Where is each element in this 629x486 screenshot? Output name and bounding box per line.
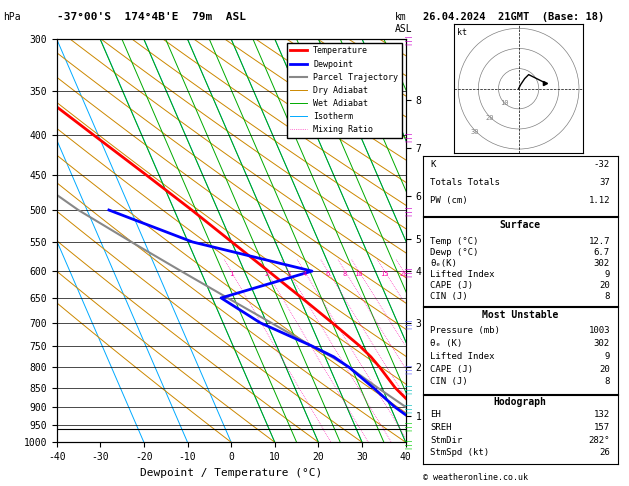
Text: 157: 157 <box>594 423 610 432</box>
Text: Dewp (°C): Dewp (°C) <box>430 248 479 257</box>
Text: |||: ||| <box>404 265 411 278</box>
Text: 4: 4 <box>302 271 306 277</box>
Text: 8: 8 <box>343 271 347 277</box>
Text: Lifted Index: Lifted Index <box>430 352 495 361</box>
Text: 20: 20 <box>486 115 494 121</box>
Text: CIN (J): CIN (J) <box>430 378 468 386</box>
Text: K: K <box>430 160 436 170</box>
Text: 10: 10 <box>355 271 363 277</box>
Text: 15: 15 <box>381 271 389 277</box>
Text: Surface: Surface <box>499 220 541 230</box>
X-axis label: Dewpoint / Temperature (°C): Dewpoint / Temperature (°C) <box>140 468 322 478</box>
Text: θₑ(K): θₑ(K) <box>430 259 457 268</box>
Text: 9: 9 <box>604 352 610 361</box>
Text: 30: 30 <box>471 129 479 135</box>
Text: |||: ||| <box>404 361 411 374</box>
Text: EH: EH <box>430 410 441 419</box>
Text: CIN (J): CIN (J) <box>430 292 468 301</box>
Text: |||: ||| <box>404 382 411 394</box>
Text: |||: ||| <box>404 129 411 141</box>
Text: StmDir: StmDir <box>430 435 463 445</box>
Text: |||: ||| <box>404 204 411 216</box>
Text: 37: 37 <box>599 178 610 187</box>
Text: |||: ||| <box>404 316 411 329</box>
Text: -37°00'S  174°4B'E  79m  ASL: -37°00'S 174°4B'E 79m ASL <box>57 12 245 22</box>
Text: © weatheronline.co.uk: © weatheronline.co.uk <box>423 473 528 482</box>
Text: Temp (°C): Temp (°C) <box>430 237 479 246</box>
Text: 8: 8 <box>604 292 610 301</box>
Y-axis label: Mixing Ratio (g/kg): Mixing Ratio (g/kg) <box>428 185 438 296</box>
Text: 9: 9 <box>604 270 610 278</box>
Text: 302: 302 <box>594 259 610 268</box>
Text: Most Unstable: Most Unstable <box>482 310 559 320</box>
Text: PW (cm): PW (cm) <box>430 196 468 205</box>
Text: 6.7: 6.7 <box>594 248 610 257</box>
Text: 20: 20 <box>399 271 408 277</box>
Text: |||: ||| <box>404 436 411 449</box>
Text: 132: 132 <box>594 410 610 419</box>
Text: 1003: 1003 <box>588 326 610 335</box>
Text: |||: ||| <box>404 400 411 413</box>
Text: 26: 26 <box>599 449 610 457</box>
Text: 1.12: 1.12 <box>588 196 610 205</box>
Text: hPa: hPa <box>3 12 21 22</box>
Text: Pressure (mb): Pressure (mb) <box>430 326 500 335</box>
Text: 8: 8 <box>604 378 610 386</box>
Legend: Temperature, Dewpoint, Parcel Trajectory, Dry Adiabat, Wet Adiabat, Isotherm, Mi: Temperature, Dewpoint, Parcel Trajectory… <box>287 43 401 138</box>
Text: |||: ||| <box>404 419 411 432</box>
Text: |||: ||| <box>404 33 411 45</box>
Text: θₑ (K): θₑ (K) <box>430 339 463 348</box>
Text: 282°: 282° <box>588 435 610 445</box>
Text: kt: kt <box>457 28 467 37</box>
Text: 26.04.2024  21GMT  (Base: 18): 26.04.2024 21GMT (Base: 18) <box>423 12 604 22</box>
Text: 1: 1 <box>229 271 233 277</box>
Text: 20: 20 <box>599 281 610 290</box>
Text: Hodograph: Hodograph <box>494 397 547 407</box>
Text: Totals Totals: Totals Totals <box>430 178 500 187</box>
Text: StmSpd (kt): StmSpd (kt) <box>430 449 489 457</box>
Text: 20: 20 <box>599 364 610 374</box>
Text: CAPE (J): CAPE (J) <box>430 364 474 374</box>
Text: -32: -32 <box>594 160 610 170</box>
Text: Lifted Index: Lifted Index <box>430 270 495 278</box>
Text: 6: 6 <box>326 271 330 277</box>
Text: LCL: LCL <box>433 424 448 433</box>
Text: 12.7: 12.7 <box>588 237 610 246</box>
Text: SREH: SREH <box>430 423 452 432</box>
Text: 302: 302 <box>594 339 610 348</box>
Text: 10: 10 <box>500 100 508 106</box>
Text: km
ASL: km ASL <box>395 12 413 34</box>
Text: 2: 2 <box>264 271 269 277</box>
Text: 3: 3 <box>286 271 291 277</box>
Text: CAPE (J): CAPE (J) <box>430 281 474 290</box>
